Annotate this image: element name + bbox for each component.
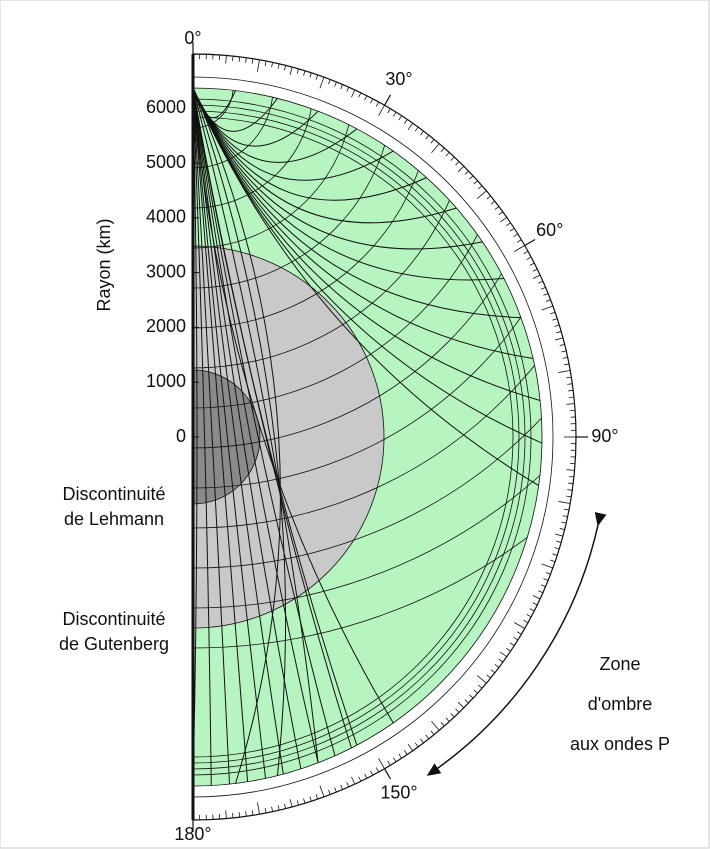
angle-label: 90°: [591, 426, 618, 446]
degree-tick: [233, 56, 234, 61]
shadow-zone-label: aux ondes P: [570, 734, 670, 754]
radius-tick-label: 4000: [146, 207, 186, 227]
diagram: Rayon (km) Discontinuité de Lehmann Disc…: [0, 0, 710, 849]
lehmann-label: de Lehmann: [64, 509, 164, 529]
axis-label: Rayon (km): [94, 218, 114, 311]
radius-tick-label: 5000: [146, 152, 186, 172]
radius-tick-label: 3000: [146, 261, 186, 281]
shadow-zone-label: Zone: [599, 654, 640, 674]
shadow-zone-label: d'ombre: [588, 694, 652, 714]
gutenberg-label: Discontinuité: [62, 609, 165, 629]
degree-tick: [569, 477, 574, 478]
angle-label: 180°: [174, 824, 211, 844]
radius-tick-label: 6000: [146, 97, 186, 117]
angle-label: 60°: [536, 220, 563, 240]
radius-tick-label: 0: [176, 426, 186, 446]
angle-label: 150°: [380, 783, 417, 803]
degree-tick: [569, 397, 574, 398]
radius-tick-label: 1000: [146, 371, 186, 391]
degree-tick: [233, 813, 234, 818]
angle-label: 0°: [184, 28, 201, 48]
radius-tick-label: 2000: [146, 316, 186, 336]
angle-label: 30°: [385, 69, 412, 89]
lehmann-label: Discontinuité: [62, 484, 165, 504]
gutenberg-label: de Gutenberg: [59, 634, 169, 654]
